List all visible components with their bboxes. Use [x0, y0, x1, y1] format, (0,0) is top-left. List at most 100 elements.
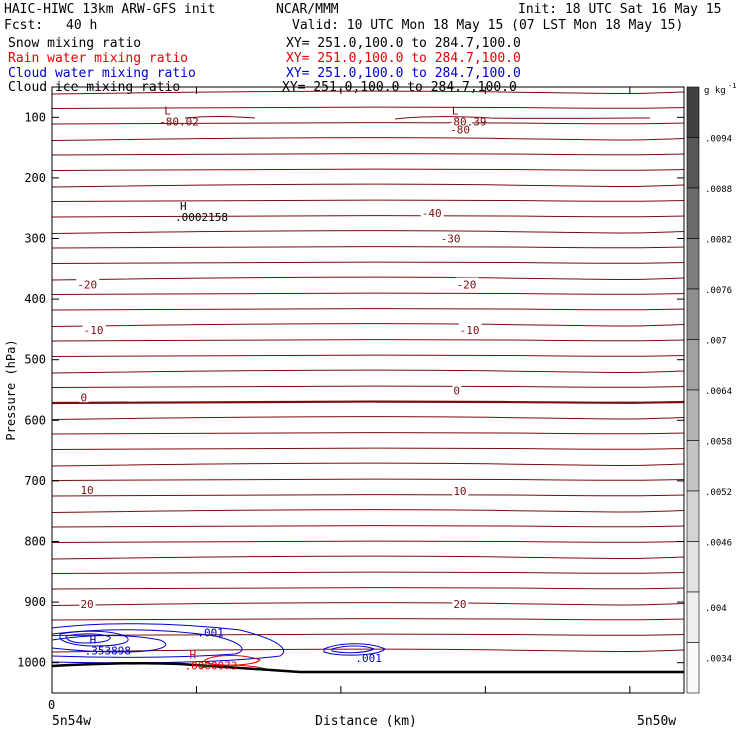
cloud-water-contour-label: .001	[355, 652, 382, 665]
colorbar-swatch	[686, 642, 700, 694]
extremum-value: .0000973	[184, 659, 237, 672]
header-init: Init: 18 UTC Sat 16 May 15	[518, 2, 722, 17]
temperature-contour	[51, 354, 685, 357]
temperature-contour-label: -80	[450, 123, 470, 136]
colorbar-swatch	[686, 440, 700, 492]
temperature-contour	[51, 416, 685, 420]
temperature-contour	[51, 261, 685, 264]
temperature-contour	[51, 571, 685, 574]
y-tick-label: 700	[24, 474, 46, 488]
contour-label-background	[455, 277, 479, 290]
temperature-contour	[51, 246, 685, 249]
extremum-marker: H	[189, 648, 196, 661]
contour-label-background	[79, 596, 96, 609]
x-axis	[51, 87, 631, 693]
colorbar-units-exponent: -1	[728, 82, 736, 90]
temperature-contour	[51, 400, 685, 405]
contour-label-background	[439, 231, 463, 244]
temperature-contour	[51, 122, 685, 125]
temperature-contour	[51, 168, 685, 171]
colorbar-label: .0058	[705, 438, 732, 448]
temperature-contour-labels: -80 -40 -30 -20 -20 -10 -10 0 0 10 10 20 20 .001 .001	[76, 122, 482, 665]
colorbar-swatch	[686, 541, 700, 593]
colorbar-swatch	[686, 137, 700, 189]
cloud-water-contour	[51, 629, 243, 658]
temperature-contour	[51, 494, 685, 497]
extremum-value: -80.02	[159, 115, 199, 128]
temperature-contour	[51, 540, 685, 543]
extremum-value: .353898	[85, 644, 131, 657]
colorbar-label: .0076	[705, 286, 732, 296]
colorbar-swatch	[686, 238, 700, 290]
y-axis-label: Pressure (hPa)	[4, 339, 18, 440]
field-name-rain: Rain water mixing ratio	[8, 51, 189, 66]
temperature-contour-label: -40	[422, 207, 442, 220]
header-fcst-label: Fcst:	[4, 18, 44, 33]
extremum-marker: L	[452, 104, 459, 117]
temperature-contour-label: 10	[453, 485, 466, 498]
x-end-label: 5n50w	[637, 714, 676, 729]
extremum-value: -80.39	[447, 115, 487, 128]
cloud-water-contour	[323, 643, 386, 656]
extremum-value: .0002158	[175, 211, 228, 224]
colorbar-label: .007	[705, 337, 727, 347]
y-tick-label: 900	[24, 595, 46, 609]
colorbar-swatch	[686, 389, 700, 441]
temperature-contour	[51, 509, 685, 513]
plot-frame	[51, 86, 685, 694]
temperature-contour	[51, 555, 685, 560]
terrain-line	[51, 661, 684, 674]
temperature-contour	[51, 199, 685, 202]
colorbar-swatch	[686, 591, 700, 643]
temperature-contour	[51, 292, 685, 295]
y-tick-label: 800	[24, 535, 46, 549]
temperature-contour	[51, 618, 685, 621]
contour-label-background	[452, 383, 462, 396]
colorbar-swatch	[686, 288, 700, 340]
temperature-contour	[51, 339, 685, 342]
temperature-contour	[51, 602, 685, 606]
temperature-contour-label: 0	[80, 391, 87, 404]
extremum-marker: L	[164, 104, 171, 117]
x-axis-label: Distance (km)	[315, 714, 417, 729]
temperature-contour	[51, 369, 685, 374]
cloud-water-contour	[331, 645, 376, 654]
temperature-contour	[51, 183, 685, 188]
temperature-contour	[51, 587, 685, 590]
y-tick-label: 1000	[17, 656, 46, 670]
cloud-water-contour-label: .001	[197, 626, 224, 639]
temperature-contour	[51, 447, 685, 450]
temperature-contour	[51, 385, 685, 388]
temperature-contour-label: -30	[441, 233, 461, 246]
y-tick-label: 400	[24, 292, 46, 306]
temperature-contour-label: 10	[80, 484, 93, 497]
header-title: HAIC-HIWC 13km ARW-GFS init	[4, 2, 216, 17]
header-fcst-value: 40 h	[66, 18, 98, 33]
y-tick-label: 100	[24, 110, 46, 124]
colorbar-label: .0046	[705, 539, 732, 549]
field-xy-snow: XY= 251.0,100.0 to 284.7,100.0	[286, 36, 521, 51]
cloud-water-contours	[51, 623, 386, 664]
temperature-contour	[51, 106, 685, 109]
y-tick-label: 300	[24, 232, 46, 246]
contour-label-background	[82, 323, 106, 336]
extremum-marker: H	[90, 633, 97, 646]
contour-label-background	[420, 206, 444, 219]
temperature-contour	[51, 153, 685, 156]
colorbar-swatch	[686, 86, 700, 138]
temperature-contour-label: -10	[84, 324, 104, 337]
temperature-contour-label: -20	[77, 279, 97, 292]
temperature-contour	[51, 633, 685, 636]
cloud-water-contour	[59, 630, 129, 647]
field-name-cloud-water: Cloud water mixing ratio	[8, 66, 196, 81]
colorbar-swatch	[686, 490, 700, 542]
temperature-contour	[51, 230, 685, 234]
rain-water-contour	[204, 655, 261, 666]
temperature-contour	[51, 276, 685, 281]
contour-label-background	[458, 323, 482, 336]
colorbar-label: .0064	[705, 387, 732, 397]
contour-label-background	[79, 390, 89, 403]
y-tick-label: 600	[24, 413, 46, 427]
temperature-contour	[394, 116, 651, 120]
temperature-contour-label: 0	[453, 385, 460, 398]
